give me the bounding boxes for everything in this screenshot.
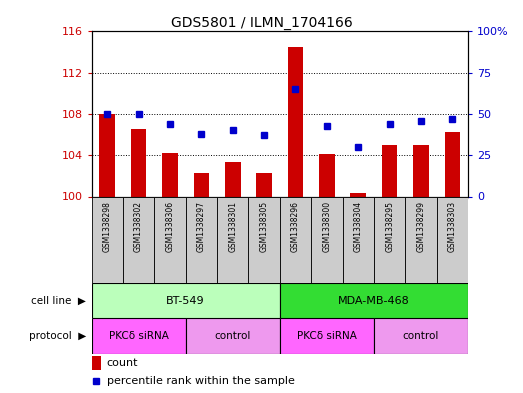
Text: protocol  ▶: protocol ▶ <box>29 331 86 341</box>
Bar <box>217 196 248 283</box>
Bar <box>413 145 429 196</box>
Bar <box>256 173 272 196</box>
Text: GDS5801 / ILMN_1704166: GDS5801 / ILMN_1704166 <box>170 16 353 30</box>
Text: GSM1338303: GSM1338303 <box>448 201 457 252</box>
Text: GSM1338306: GSM1338306 <box>165 201 175 252</box>
Text: GSM1338299: GSM1338299 <box>416 201 426 252</box>
Bar <box>186 318 280 354</box>
Text: GSM1338298: GSM1338298 <box>103 201 112 252</box>
Bar <box>280 196 311 283</box>
Bar <box>154 196 186 283</box>
Text: GSM1338302: GSM1338302 <box>134 201 143 252</box>
Bar <box>382 145 397 196</box>
Text: cell line  ▶: cell line ▶ <box>31 296 86 306</box>
Text: GSM1338305: GSM1338305 <box>259 201 269 252</box>
Bar <box>92 356 101 369</box>
Text: GSM1338304: GSM1338304 <box>354 201 363 252</box>
Text: GSM1338295: GSM1338295 <box>385 201 394 252</box>
Bar <box>343 196 374 283</box>
Text: PKCδ siRNA: PKCδ siRNA <box>109 331 168 341</box>
Bar <box>92 196 123 283</box>
Text: control: control <box>403 331 439 341</box>
Bar <box>374 318 468 354</box>
Bar <box>437 196 468 283</box>
Bar <box>162 153 178 196</box>
Text: BT-549: BT-549 <box>166 296 205 306</box>
Text: MDA-MB-468: MDA-MB-468 <box>338 296 410 306</box>
Bar <box>99 114 115 196</box>
Bar <box>186 196 217 283</box>
Text: control: control <box>214 331 251 341</box>
Bar <box>319 154 335 196</box>
Text: count: count <box>107 358 138 368</box>
Bar <box>92 318 186 354</box>
Text: PKCδ siRNA: PKCδ siRNA <box>297 331 357 341</box>
Text: GSM1338301: GSM1338301 <box>228 201 237 252</box>
Bar <box>374 196 405 283</box>
Bar <box>248 196 280 283</box>
Bar <box>311 196 343 283</box>
Text: GSM1338300: GSM1338300 <box>322 201 332 252</box>
Text: GSM1338297: GSM1338297 <box>197 201 206 252</box>
Bar <box>445 132 460 196</box>
Bar <box>280 318 374 354</box>
Text: GSM1338296: GSM1338296 <box>291 201 300 252</box>
Bar <box>280 283 468 318</box>
Bar <box>288 47 303 196</box>
Bar <box>131 129 146 196</box>
Bar <box>194 173 209 196</box>
Bar <box>405 196 437 283</box>
Text: percentile rank within the sample: percentile rank within the sample <box>107 376 294 386</box>
Bar <box>123 196 154 283</box>
Bar <box>350 193 366 196</box>
Bar <box>92 283 280 318</box>
Bar <box>225 162 241 196</box>
